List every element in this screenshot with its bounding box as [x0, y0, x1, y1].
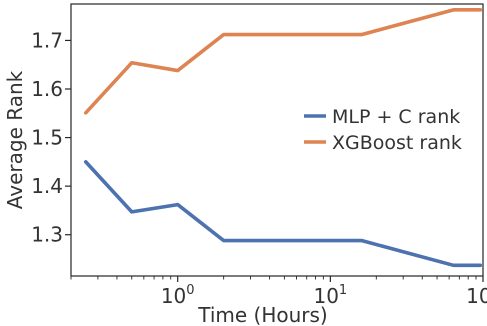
- y-tick-label: 1.5: [31, 126, 63, 150]
- x-tick-base: 10: [161, 284, 186, 308]
- x-tick-exponent: 0: [186, 283, 194, 298]
- y-tick-label: 1.7: [31, 28, 63, 52]
- x-axis-ticks: 100101102: [70, 276, 487, 308]
- x-tick-label: 100: [161, 283, 195, 308]
- y-tick-label: 1.3: [31, 223, 63, 247]
- y-tick-label: 1.6: [31, 77, 63, 101]
- plot-frame: [70, 3, 484, 277]
- series-lines: [83, 8, 483, 268]
- x-tick-label: 101: [313, 283, 347, 308]
- x-tick-exponent: 1: [339, 283, 347, 298]
- legend-label: MLP + C rank: [332, 106, 460, 128]
- legend-label: XGBoost rank: [332, 132, 462, 154]
- series-line-1: [83, 8, 483, 115]
- x-tick-base: 10: [313, 284, 338, 308]
- x-tick-base: 10: [466, 284, 487, 308]
- y-axis-label: Average Rank: [3, 70, 27, 209]
- y-tick-label: 1.4: [31, 174, 63, 198]
- y-axis-ticks: 1.3 1.4 1.5 1.6 1.7: [31, 28, 71, 247]
- legend-box: [298, 100, 479, 158]
- series-line-0: [83, 160, 483, 268]
- legend: MLP + C rank XGBoost rank: [298, 100, 479, 158]
- x-tick-label: 102: [466, 283, 487, 308]
- x-axis-label: Time (Hours): [197, 303, 328, 326]
